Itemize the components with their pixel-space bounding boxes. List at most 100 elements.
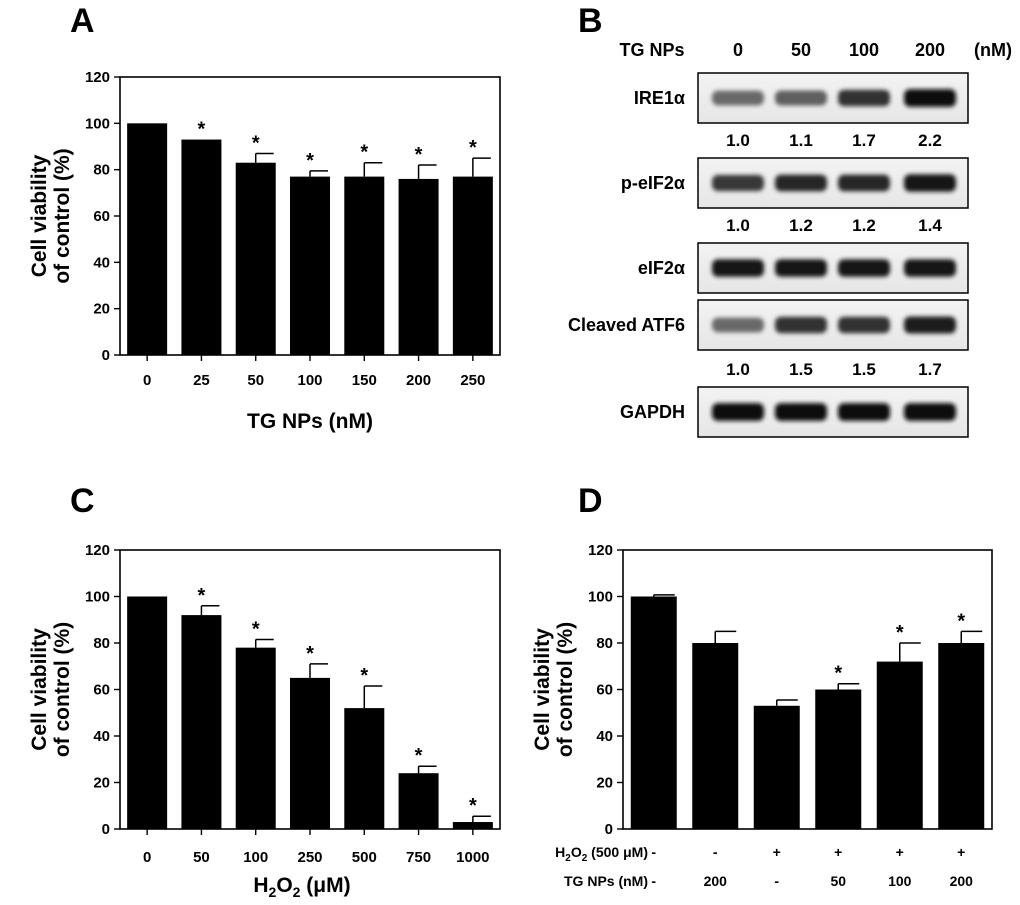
y-tick-label: 120 [85, 542, 110, 559]
y-axis-label-line-2: of control (%) [554, 622, 577, 757]
blot-row [697, 299, 969, 351]
y-axis-label-line-1: Cell viability [28, 154, 51, 277]
x-axis-label-part: (μM) [300, 874, 350, 897]
x-tick-label: 250 [297, 849, 322, 866]
bar [127, 123, 168, 355]
significance-star: * [896, 622, 904, 644]
y-tick-label: 60 [93, 682, 110, 699]
condition-value: + [834, 844, 842, 860]
blot-band [838, 89, 890, 107]
y-tick-label: 40 [93, 254, 110, 271]
y-tick-label: 40 [596, 728, 613, 745]
x-tick-label: 100 [243, 849, 268, 866]
condition-row-label-part: (500 μM) [587, 844, 648, 860]
y-tick-label: 20 [93, 301, 110, 318]
band-quantification: 1.2 [852, 216, 876, 235]
y-tick-label: 0 [102, 347, 110, 364]
y-tick-label: 100 [588, 589, 613, 606]
y-tick-label: 40 [93, 728, 110, 745]
y-tick-label: 80 [596, 635, 613, 652]
condition-value: 50 [830, 873, 846, 889]
band-quantification: 1.5 [852, 360, 876, 379]
band-quantification: 2.2 [918, 131, 942, 150]
y-axis-label-line-2: of control (%) [51, 148, 74, 283]
y-tick-label: 100 [85, 115, 110, 132]
x-tick-label: 0 [143, 372, 151, 389]
condition-value: - [651, 873, 656, 889]
bar [753, 705, 800, 829]
blot-band [775, 259, 827, 277]
band-quantification: 1.4 [918, 216, 942, 235]
significance-star: * [306, 643, 314, 665]
bar [398, 773, 439, 829]
bar [235, 647, 276, 829]
significance-star: * [198, 585, 206, 607]
y-tick-label: 0 [605, 821, 613, 838]
bar [815, 689, 862, 829]
panel-a-bar-chart: 0 20 40 60 80 100 120 0 * 25 * 50 * 100 * 150 * 200 * 250 Ce… [28, 69, 501, 433]
protein-label: IRE1α [634, 88, 685, 108]
x-axis-label: H2O2 (μM) [253, 874, 350, 900]
bar [290, 176, 330, 355]
x-tick-label: 150 [352, 372, 377, 389]
blot-band [712, 259, 764, 277]
x-axis-label-part: H [253, 874, 268, 897]
y-tick-label: 80 [93, 162, 110, 179]
blot-band [712, 90, 764, 106]
condition-value: - [713, 844, 718, 860]
x-tick-label: 500 [352, 849, 377, 866]
blot-band [712, 317, 764, 333]
panel-c-bar-chart: 0 20 40 60 80 100 120 0 * 50 * 100 * 250 * 500 * 750 * 1000… [28, 542, 501, 900]
band-quantification: 1.0 [726, 216, 750, 235]
blot-band [838, 316, 890, 334]
x-axis-label: TG NPs (nM) [247, 410, 373, 433]
bar [630, 596, 677, 829]
bar [692, 643, 739, 829]
band-quantification: 1.2 [789, 216, 813, 235]
dose-label: 50 [791, 40, 811, 60]
x-tick-label: 0 [143, 849, 151, 866]
band-quantification: 1.1 [789, 131, 813, 150]
x-tick-label: 200 [406, 372, 431, 389]
blot-band [775, 174, 827, 192]
blot-band [838, 403, 890, 421]
x-tick-label: 250 [460, 372, 485, 389]
significance-star: * [360, 142, 368, 164]
significance-star: * [306, 150, 314, 172]
protein-label: eIF2α [638, 258, 685, 278]
significance-star: * [360, 665, 368, 687]
blot-band [838, 174, 890, 192]
panel-letter-b: B [578, 2, 603, 40]
significance-star: * [834, 663, 842, 685]
condition-value: 200 [950, 873, 974, 889]
protein-label: Cleaved ATF6 [568, 315, 685, 335]
x-tick-label: 750 [406, 849, 431, 866]
x-axis-label-part: 2 [293, 884, 301, 900]
blot-band [904, 316, 956, 334]
bar [938, 643, 985, 829]
blot-row [697, 72, 969, 124]
y-tick-label: 60 [596, 682, 613, 699]
blot-band [904, 259, 956, 277]
condition-value: 200 [704, 873, 728, 889]
blot-row [697, 386, 969, 438]
bar [876, 661, 923, 829]
band-quantification: 1.0 [726, 360, 750, 379]
dose-label: 200 [915, 40, 945, 60]
blot-band [712, 403, 764, 421]
protein-label: GAPDH [620, 402, 685, 422]
y-tick-label: 20 [93, 775, 110, 792]
bar [127, 596, 168, 829]
panel-letter-c: C [70, 482, 95, 520]
blot-band [712, 174, 764, 192]
bar [398, 178, 439, 355]
condition-value: - [651, 844, 656, 860]
x-tick-label: 1000 [456, 849, 489, 866]
plot-frame [622, 549, 993, 830]
x-axis-label-part: 2 [269, 884, 277, 900]
condition-value: - [774, 873, 779, 889]
condition-row-label-part: TG NPs (nM) [564, 873, 648, 889]
bar [181, 139, 222, 355]
condition-value: + [773, 844, 781, 860]
